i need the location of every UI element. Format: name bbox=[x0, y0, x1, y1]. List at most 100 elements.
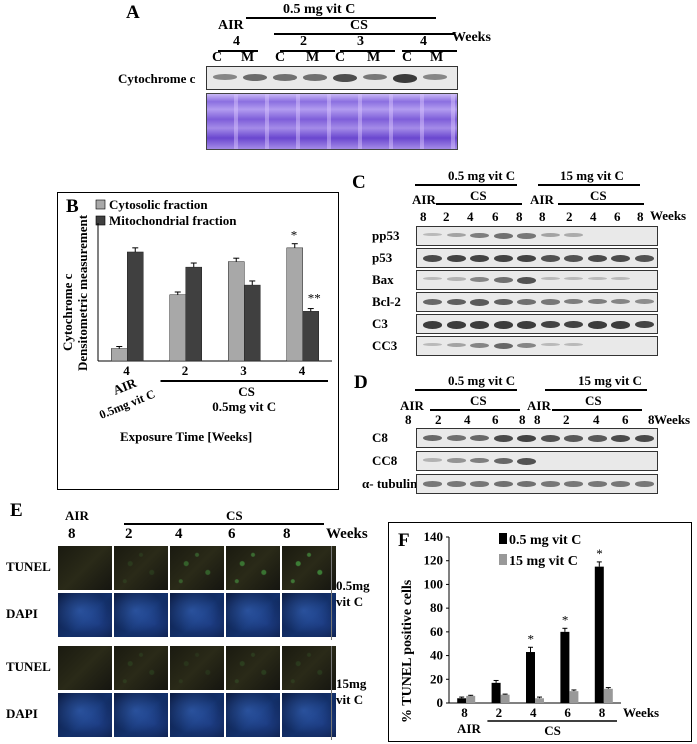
western-band bbox=[470, 458, 489, 464]
week-label: 6 bbox=[492, 209, 499, 224]
western-band bbox=[517, 458, 536, 465]
bar bbox=[603, 688, 613, 703]
blot-cc8 bbox=[416, 451, 658, 471]
panel-c-cs2: CS bbox=[590, 188, 607, 203]
dapi-micrograph bbox=[58, 693, 112, 737]
blot-bax bbox=[416, 270, 658, 290]
panel-c-cs-line bbox=[558, 203, 644, 205]
western-band bbox=[470, 343, 489, 348]
western-band bbox=[540, 233, 560, 237]
western-band bbox=[611, 277, 630, 281]
panel-d-air: AIR bbox=[400, 398, 424, 413]
week-label: 2 bbox=[563, 412, 570, 427]
blot-row-label: α- tubulin bbox=[362, 476, 418, 491]
week-label: 8 bbox=[420, 209, 427, 224]
western-band bbox=[540, 277, 560, 281]
week-label: 8 bbox=[637, 209, 644, 224]
panel-c-air2: AIR bbox=[530, 192, 554, 207]
x-tick-label: 3 bbox=[240, 363, 247, 378]
western-band bbox=[540, 255, 560, 262]
bar bbox=[185, 266, 202, 362]
week-label: 2 bbox=[435, 412, 442, 427]
bar bbox=[127, 251, 144, 362]
western-band bbox=[587, 321, 607, 329]
western-band bbox=[517, 277, 536, 284]
western-band bbox=[446, 233, 466, 237]
western-band bbox=[540, 481, 560, 487]
legend-label-low-dose: 0.5 mg vit C bbox=[509, 533, 581, 548]
week-label: 8 bbox=[516, 209, 523, 224]
tunel-micrograph bbox=[114, 546, 168, 590]
x-tick-label: 4 bbox=[530, 705, 537, 720]
bar bbox=[244, 284, 261, 362]
western-band bbox=[540, 435, 560, 442]
panel-a-cs: CS bbox=[350, 18, 368, 33]
blot-c3 bbox=[416, 314, 658, 334]
panel-a-week: 3 bbox=[357, 34, 364, 49]
western-band bbox=[564, 481, 583, 487]
panel-a-group-line bbox=[280, 50, 335, 52]
week-label: 6 bbox=[228, 526, 236, 542]
panel-c-dose-line bbox=[415, 184, 517, 186]
bar bbox=[466, 695, 476, 703]
western-band bbox=[423, 458, 442, 462]
fraction-label: M bbox=[367, 50, 381, 65]
panel-c-letter: C bbox=[352, 172, 366, 193]
blot-row-label: CC8 bbox=[372, 453, 398, 468]
western-band bbox=[493, 343, 513, 349]
bar bbox=[111, 348, 128, 362]
fraction-label: C bbox=[335, 50, 346, 65]
cytochrome-c-label: Cytochrome c bbox=[118, 71, 196, 86]
week-label: 8 bbox=[539, 209, 546, 224]
western-band bbox=[540, 321, 560, 329]
western-band bbox=[587, 277, 607, 281]
western-band bbox=[423, 233, 442, 237]
blot-row-label: CC3 bbox=[372, 338, 398, 353]
significance-star: * bbox=[562, 612, 569, 627]
panel-a-air: AIR bbox=[218, 18, 244, 33]
panel-a-dose-line bbox=[246, 17, 436, 19]
x-tick-label: 8 bbox=[461, 705, 468, 720]
dose-bracket-low bbox=[331, 546, 332, 640]
blot-row-label: p53 bbox=[372, 250, 393, 265]
western-band bbox=[446, 321, 466, 329]
panel-a-letter: A bbox=[126, 2, 140, 23]
western-band bbox=[470, 277, 489, 282]
western-band bbox=[493, 321, 513, 329]
air-label: AIR bbox=[457, 721, 481, 736]
bar bbox=[500, 694, 510, 703]
panel-c-dose-high: 15 mg vit C bbox=[560, 168, 624, 183]
panel-b-letter: B bbox=[66, 196, 79, 217]
western-band bbox=[446, 343, 466, 347]
western-band bbox=[587, 435, 607, 442]
week-label: 4 bbox=[175, 526, 183, 542]
western-band bbox=[611, 435, 630, 442]
bar bbox=[302, 311, 319, 362]
week-label: 2 bbox=[443, 209, 450, 224]
panel-d-dose-high: 15 mg vit C bbox=[578, 373, 642, 388]
fraction-label: C bbox=[212, 50, 223, 65]
panel-e-air: AIR bbox=[65, 508, 89, 523]
cs-label: CS bbox=[544, 723, 561, 738]
western-band bbox=[423, 299, 442, 305]
panel-f-letter: F bbox=[398, 530, 410, 551]
blot-bcl2 bbox=[416, 292, 658, 312]
dapi-micrograph bbox=[170, 593, 224, 637]
panel-a-dose: 0.5 mg vit C bbox=[283, 2, 356, 17]
western-band bbox=[564, 343, 583, 347]
legend-label-high-dose: 15 mg vit C bbox=[509, 554, 578, 569]
panel-d-air2: AIR bbox=[527, 398, 551, 413]
micrograph-row-label: TUNEL bbox=[6, 559, 51, 574]
panel-d-dose-line bbox=[545, 389, 647, 391]
week-label: 8 bbox=[519, 412, 526, 427]
dose-bracket-high bbox=[331, 646, 332, 740]
dapi-micrograph bbox=[226, 693, 280, 737]
fraction-label: C bbox=[402, 50, 413, 65]
blot-row-label: Bax bbox=[372, 272, 394, 287]
x-tick-label: 4 bbox=[299, 363, 306, 378]
western-band bbox=[333, 74, 357, 82]
blot-row-label: C8 bbox=[372, 430, 388, 445]
week-label: 4 bbox=[590, 209, 597, 224]
western-band bbox=[634, 481, 654, 487]
panel-e-cs-line bbox=[124, 523, 324, 525]
